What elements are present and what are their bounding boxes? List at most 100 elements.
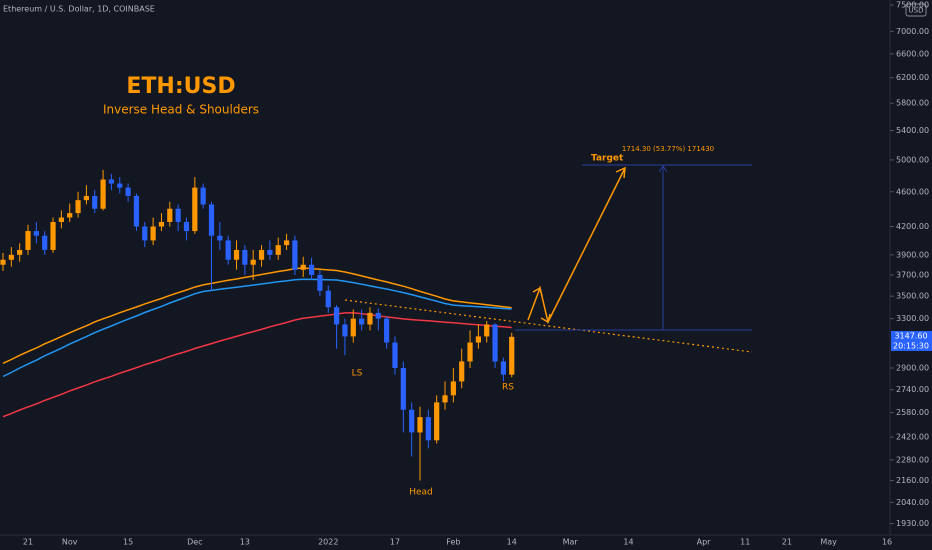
x-tick-label: 14 [507, 538, 517, 547]
y-tick-label: 2160.00 [896, 476, 929, 485]
x-tick-label: 21 [782, 538, 792, 547]
y-tick-label: 6200.00 [896, 73, 929, 82]
candle-body [83, 195, 89, 201]
candle-body [375, 312, 381, 319]
y-tick-label: 7000.00 [896, 27, 929, 36]
candle-body [250, 259, 256, 265]
y-tick-label: 3500.00 [896, 292, 929, 301]
moving-average [2, 278, 512, 378]
candle-body [509, 336, 515, 375]
y-tick-label: 2040.00 [896, 498, 929, 507]
candle-body [167, 208, 173, 222]
candle-body [442, 395, 448, 403]
candle-body [467, 342, 473, 362]
candle-body [233, 249, 240, 260]
y-tick-label: 2420.00 [896, 433, 929, 442]
candle-body [242, 249, 248, 265]
currency: USD [909, 7, 924, 15]
candle-body [450, 381, 456, 396]
y-tick-label: 5800.00 [896, 99, 929, 108]
target-label: Target [591, 154, 624, 164]
x-tick-label: 14 [623, 538, 633, 547]
candle-body [142, 226, 148, 241]
symbol-header: Ethereum / U.S. Dollar, 1D, COINBASE [3, 5, 155, 14]
candle-body [217, 235, 223, 241]
candle-body [150, 226, 156, 241]
price-tag-value: 3147.60 [894, 332, 927, 341]
x-tick-label: Feb [446, 538, 460, 547]
candle-body [33, 231, 39, 236]
candle-body [292, 240, 298, 270]
candle-body [325, 290, 331, 308]
candle-body [175, 208, 181, 222]
measure-arrowhead [658, 165, 668, 173]
candle-body [58, 217, 64, 222]
x-tick-label: Mar [563, 538, 579, 547]
ls-label: LS [352, 369, 363, 379]
candle-body [317, 274, 323, 291]
x-tick-label: 11 [740, 538, 750, 547]
head-label: Head [409, 488, 433, 498]
price-tag-countdown: 20:15:30 [893, 342, 929, 351]
candle-body [75, 200, 81, 214]
candle-body [484, 324, 490, 337]
candle-body [283, 240, 290, 246]
moving-average [2, 311, 512, 418]
candle-body [459, 361, 465, 382]
candle-body [350, 318, 356, 337]
candle-body [8, 254, 14, 260]
x-tick-label: 21 [23, 538, 33, 547]
candle-body [25, 231, 31, 250]
candle-body [100, 179, 106, 209]
candle-body [225, 240, 231, 260]
currency-box[interactable] [905, 3, 927, 17]
candle-body [308, 264, 315, 275]
moving-average [2, 267, 512, 364]
y-tick-label: 5000.00 [896, 155, 929, 164]
x-tick-label: May [820, 538, 837, 547]
y-tick-label: 3700.00 [896, 270, 929, 279]
x-tick-label: Nov [62, 538, 78, 547]
x-tick-label: 2022 [318, 538, 338, 547]
candle-body [334, 307, 340, 325]
candle-body [417, 417, 423, 433]
y-tick-label: 7500.00 [896, 1, 929, 10]
candle-body [42, 235, 48, 250]
candle-body [500, 361, 506, 375]
price-tag [891, 331, 932, 351]
chart-subtitle: Inverse Head & Shoulders [103, 103, 259, 117]
candle-body [117, 183, 123, 188]
candle-body [434, 402, 440, 441]
candle-body [300, 264, 306, 270]
arrowhead [540, 313, 551, 324]
candle-body [425, 417, 431, 441]
candle-body [192, 187, 198, 232]
y-tick-label: 2580.00 [896, 408, 929, 417]
x-tick-label: Apr [697, 538, 712, 547]
x-tick-label: 16 [882, 538, 892, 547]
y-tick-label: 4200.00 [896, 222, 929, 231]
x-tick-label: 17 [390, 538, 400, 547]
candle-body [275, 245, 281, 255]
candle-body [183, 221, 190, 232]
neckline [344, 299, 753, 353]
candle-body [492, 324, 498, 362]
y-tick-label: 5400.00 [896, 126, 929, 135]
candle-body [67, 213, 73, 218]
candle-body [475, 336, 481, 343]
candle-body [17, 249, 23, 255]
rs-label: RS [502, 383, 514, 393]
candle-body [108, 179, 115, 184]
candle-body [342, 324, 348, 337]
y-tick-label: 4600.00 [896, 187, 929, 196]
candle-body [133, 195, 140, 227]
x-tick-label: 15 [123, 538, 133, 547]
y-tick-label: 3300.00 [896, 314, 929, 323]
projection-path [527, 167, 626, 325]
y-tick-label: 1930.00 [896, 519, 929, 528]
y-tick-label: 2280.00 [896, 455, 929, 464]
candle-body [409, 409, 415, 433]
x-tick-label: Dec [187, 538, 202, 547]
